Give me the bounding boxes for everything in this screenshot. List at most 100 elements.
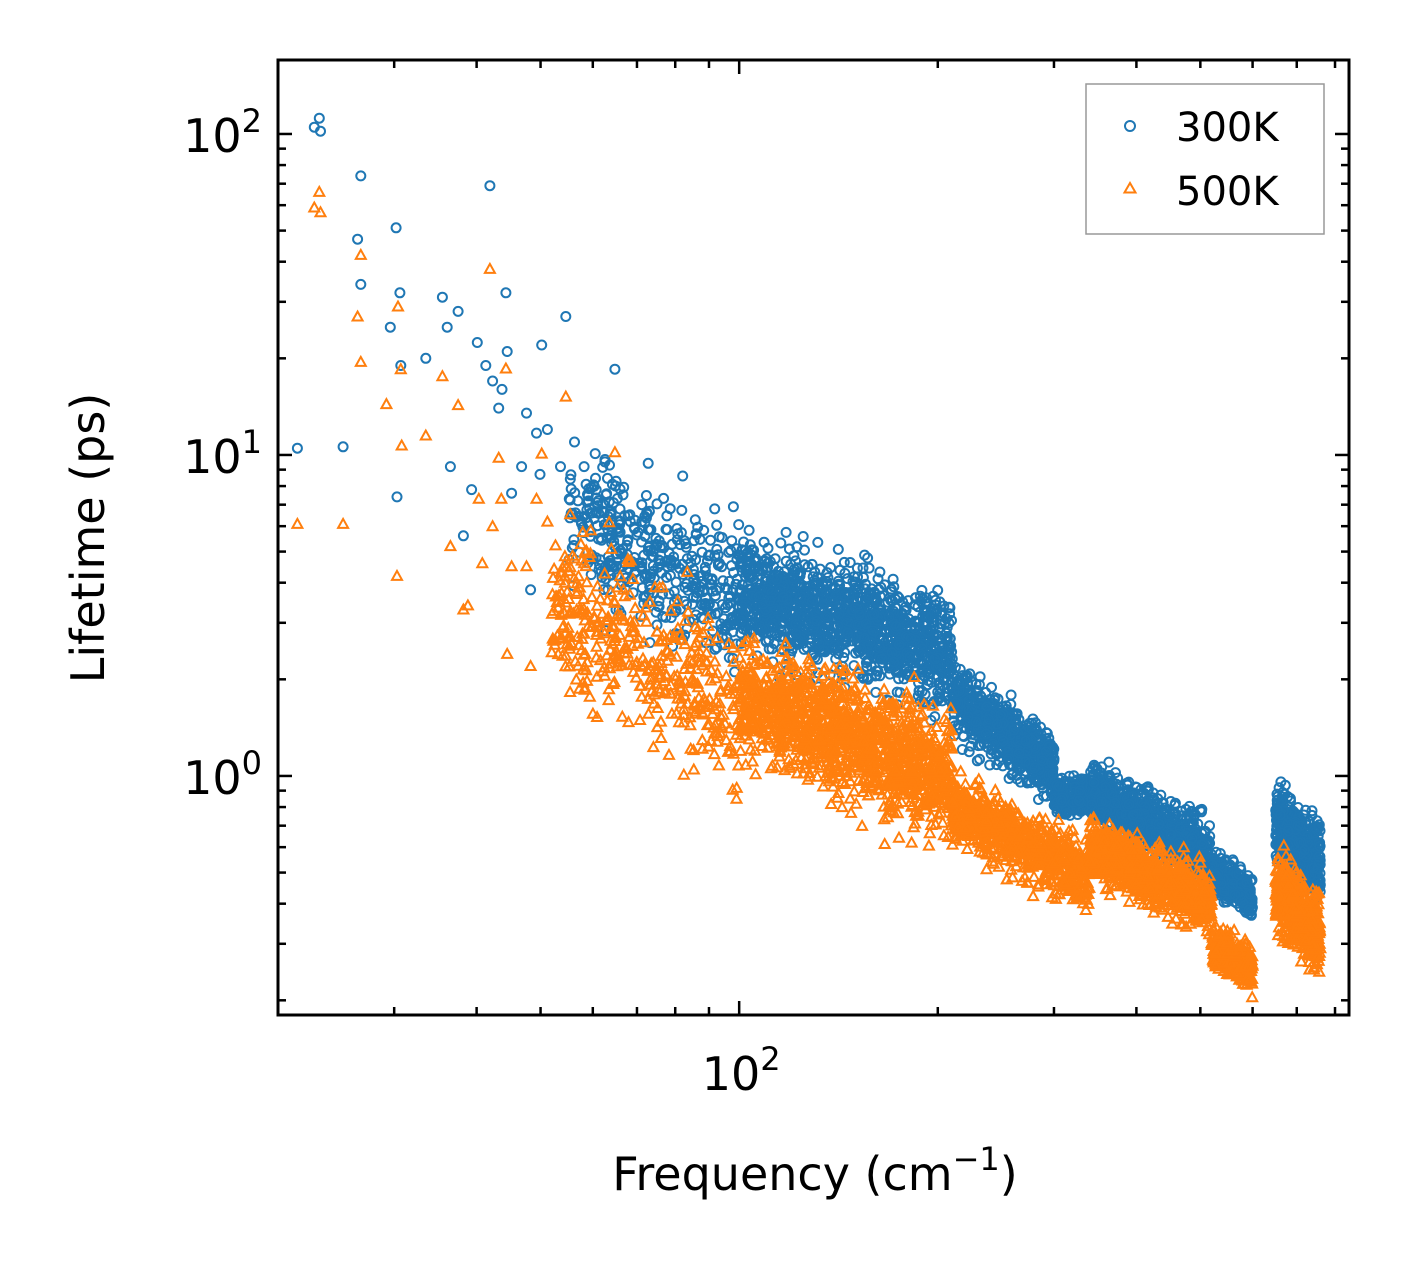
point-300k: [702, 555, 713, 567]
point-500k: [687, 762, 701, 775]
point-500k: [336, 516, 350, 529]
point-300k: [395, 360, 407, 371]
point-300k: [589, 500, 600, 512]
point-500k: [593, 591, 607, 604]
point-300k: [738, 536, 750, 548]
point-300k: [676, 504, 688, 516]
point-300k: [565, 469, 577, 481]
point-300k: [635, 560, 647, 572]
point-300k: [1005, 689, 1017, 701]
point-500k: [589, 650, 603, 663]
point-300k: [493, 402, 505, 414]
point-300k: [534, 468, 546, 480]
point-300k: [716, 599, 728, 611]
point-300k: [986, 681, 997, 693]
point-300k: [699, 561, 711, 573]
point-300k: [645, 524, 657, 536]
point-500k: [559, 389, 573, 402]
point-300k: [541, 424, 553, 435]
point-300k: [719, 639, 731, 651]
point-300k: [560, 311, 572, 322]
point-300k: [657, 588, 668, 600]
point-300k: [859, 549, 871, 561]
point-300k: [391, 491, 403, 503]
point-500k: [504, 559, 519, 572]
point-300k: [636, 582, 648, 594]
point-500k: [654, 730, 668, 743]
point-300k: [838, 556, 850, 568]
point-300k: [709, 608, 721, 620]
point-300k: [670, 576, 682, 588]
point-300k: [651, 619, 663, 631]
point-500k: [601, 693, 616, 706]
point-300k: [733, 519, 745, 531]
point-300k: [501, 346, 513, 357]
point-300k: [842, 573, 853, 585]
point-300k: [727, 584, 739, 595]
point-500k: [500, 646, 514, 659]
point-300k: [640, 512, 652, 524]
point-300k: [420, 352, 432, 364]
point-300k: [600, 489, 612, 501]
point-300k: [666, 538, 678, 550]
point-300k: [736, 579, 748, 591]
point-300k: [496, 383, 508, 395]
point-300k: [734, 586, 746, 598]
point-300k: [693, 585, 705, 597]
point-300k: [709, 503, 721, 515]
point-500k: [586, 706, 600, 719]
point-300k: [563, 493, 575, 505]
point-300k: [872, 573, 884, 585]
point-500k: [608, 445, 622, 458]
point-500k: [390, 568, 404, 581]
point-300k: [716, 532, 728, 543]
point-300k: [914, 590, 926, 602]
point-500k: [523, 658, 538, 671]
point-300k: [799, 544, 810, 556]
point-300k: [521, 407, 532, 419]
point-300k: [525, 584, 537, 596]
point-300k: [394, 287, 406, 299]
point-300k: [610, 560, 622, 572]
point-300k: [727, 501, 739, 513]
point-300k: [651, 498, 663, 510]
point-300k: [536, 339, 548, 351]
point-300k: [607, 560, 618, 572]
point-300k: [609, 363, 621, 375]
point-500k: [492, 450, 506, 463]
point-300k: [677, 470, 689, 482]
point-300k: [484, 180, 496, 192]
point-300k: [624, 509, 636, 521]
point-500k: [391, 299, 405, 312]
point-300k: [834, 564, 846, 576]
point-300k: [680, 538, 692, 550]
point-500k: [892, 830, 906, 843]
point-500k: [540, 514, 555, 527]
point-300k: [689, 514, 701, 526]
point-300k: [613, 525, 625, 537]
point-300k: [832, 543, 844, 555]
point-300k: [663, 588, 675, 600]
point-300k: [480, 360, 492, 371]
point-500k: [712, 758, 726, 771]
point-300k: [705, 534, 716, 546]
point-300k: [735, 637, 747, 649]
point-300k: [613, 515, 625, 527]
point-300k: [660, 523, 672, 535]
point-300k: [337, 441, 349, 453]
point-300k: [636, 499, 648, 511]
point-300k: [723, 546, 735, 558]
point-300k: [569, 436, 580, 448]
point-300k: [441, 321, 453, 333]
point-300k: [516, 461, 528, 473]
point-500k: [639, 614, 654, 627]
point-500k: [419, 428, 433, 441]
point-500k: [519, 559, 534, 572]
point-300k: [703, 550, 714, 562]
point-500k: [395, 438, 409, 451]
point-300k: [602, 472, 613, 484]
point-300k: [703, 598, 715, 610]
point-300k: [723, 592, 735, 604]
point-300k: [668, 597, 680, 608]
